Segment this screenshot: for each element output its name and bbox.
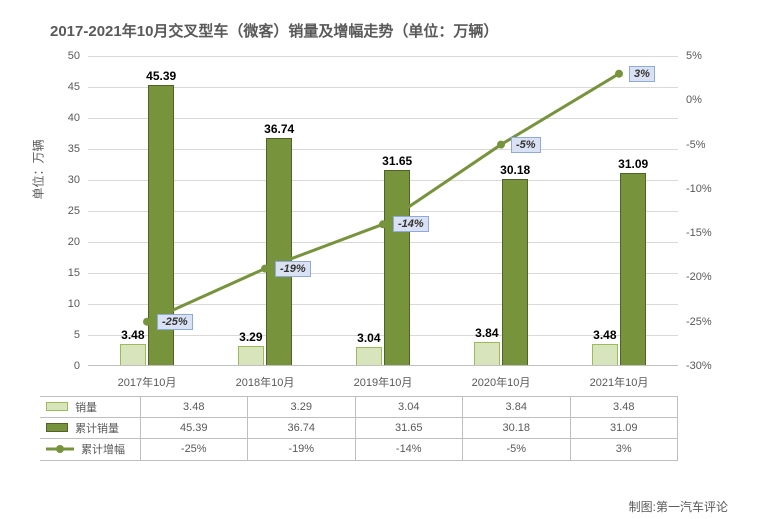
sales-bar-label: 3.48 (593, 328, 616, 342)
growth-point-label: -5% (511, 137, 541, 153)
y-tick-left: 35 (68, 143, 80, 155)
sales-bar (592, 344, 618, 366)
bar-group: 3.04 31.65 (324, 56, 442, 366)
y-tick-right: -15% (686, 227, 712, 239)
y-tick-left: 50 (68, 50, 80, 62)
y-tick-left: 45 (68, 81, 80, 93)
cumulative-bar-label: 45.39 (146, 69, 176, 83)
table-row: 累计增幅 -25% -19% -14% -5% 3% (40, 439, 678, 461)
cumulative-bar-label: 30.18 (500, 163, 530, 177)
sales-bar (120, 344, 146, 366)
table-cell: 31.09 (570, 418, 678, 439)
table-cell: -14% (355, 439, 463, 461)
y-tick-left: 0 (74, 360, 80, 372)
bar-group: 3.29 36.74 (206, 56, 324, 366)
table-cell: 45.39 (140, 418, 248, 439)
table-row: 累计销量 45.39 36.74 31.65 30.18 31.09 (40, 418, 678, 439)
table-row: 销量 3.48 3.29 3.04 3.84 3.48 (40, 397, 678, 418)
cumulative-bar (620, 173, 646, 366)
table-cell: -25% (140, 439, 248, 461)
y-tick-right: -30% (686, 360, 712, 372)
y-tick-left: 40 (68, 112, 80, 124)
y-tick-left: 10 (68, 298, 80, 310)
plot-area: 单位：万辆 05101520253035404550 -30%-25%-20%-… (88, 56, 678, 366)
sales-bar (356, 347, 382, 366)
x-axis-label: 2020年10月 (442, 374, 560, 390)
y-axis-left: 05101520253035404550 (80, 56, 88, 366)
y-tick-right: -10% (686, 183, 712, 195)
sales-bar-label: 3.84 (475, 326, 498, 340)
cumulative-bar (384, 170, 410, 366)
growth-point-label: -25% (157, 314, 193, 330)
x-axis-label: 2019年10月 (324, 374, 442, 390)
x-axis-label: 2017年10月 (88, 374, 206, 390)
y-tick-right: -5% (686, 139, 706, 151)
cumulative-bar (266, 138, 292, 366)
cumulative-bar (502, 179, 528, 366)
table-cell: 36.74 (248, 418, 356, 439)
sales-bar-label: 3.04 (357, 331, 380, 345)
growth-point-label: -19% (275, 261, 311, 277)
y-tick-right: -25% (686, 316, 712, 328)
chart-container: 2017-2021年10月交叉型车（微客）销量及增幅走势（单位：万辆） 单位：万… (0, 0, 758, 519)
legend-label: 累计增幅 (81, 444, 125, 456)
legend-label: 累计销量 (75, 423, 119, 435)
y-axis-right: -30%-25%-20%-15%-10%-5%0%5% (678, 56, 686, 366)
y-tick-right: -20% (686, 271, 712, 283)
legend-label: 销量 (75, 402, 97, 414)
cumulative-bar-label: 31.09 (618, 157, 648, 171)
table-cell: 3.48 (140, 397, 248, 418)
table-cell: 3.48 (570, 397, 678, 418)
bar-group: 3.84 30.18 (442, 56, 560, 366)
x-axis-label: 2018年10月 (206, 374, 324, 390)
table-cell: 30.18 (463, 418, 571, 439)
table-cell: 3.29 (248, 397, 356, 418)
y-tick-left: 5 (74, 329, 80, 341)
y-tick-left: 20 (68, 236, 80, 248)
table-cell: 3.84 (463, 397, 571, 418)
y-tick-left: 25 (68, 205, 80, 217)
table-cell: 3% (570, 439, 678, 461)
growth-point-label: -14% (393, 216, 429, 232)
swatch-cumulative-icon (46, 423, 68, 432)
sales-bar (238, 346, 264, 366)
y-tick-left: 30 (68, 174, 80, 186)
y-axis-left-label: 单位：万辆 (30, 139, 47, 199)
y-tick-right: 0% (686, 94, 702, 106)
table-cell: 31.65 (355, 418, 463, 439)
swatch-growth-icon (46, 443, 74, 455)
sales-bar-label: 3.48 (121, 328, 144, 342)
x-axis-labels: 2017年10月2018年10月2019年10月2020年10月2021年10月 (88, 374, 678, 390)
y-tick-left: 15 (68, 267, 80, 279)
chart-title: 2017-2021年10月交叉型车（微客）销量及增幅走势（单位：万辆） (30, 20, 728, 41)
credit-text: 制图:第一汽车评论 (629, 498, 728, 515)
table-cell: -5% (463, 439, 571, 461)
sales-bar (474, 342, 500, 366)
legend-sales: 销量 (40, 397, 140, 418)
table-cell: -19% (248, 439, 356, 461)
swatch-sales-icon (46, 402, 68, 411)
bar-group: 3.48 31.09 (560, 56, 678, 366)
growth-point-label: 3% (629, 66, 655, 82)
x-axis-baseline (88, 365, 678, 366)
cumulative-bar-label: 31.65 (382, 154, 412, 168)
sales-bar-label: 3.29 (239, 330, 262, 344)
legend-growth: 累计增幅 (40, 439, 140, 461)
data-table: 销量 3.48 3.29 3.04 3.84 3.48 累计销量 45.39 3… (40, 396, 678, 461)
y-tick-right: 5% (686, 50, 702, 62)
legend-cumulative: 累计销量 (40, 418, 140, 439)
cumulative-bar-label: 36.74 (264, 122, 294, 136)
table-cell: 3.04 (355, 397, 463, 418)
x-axis-label: 2021年10月 (560, 374, 678, 390)
